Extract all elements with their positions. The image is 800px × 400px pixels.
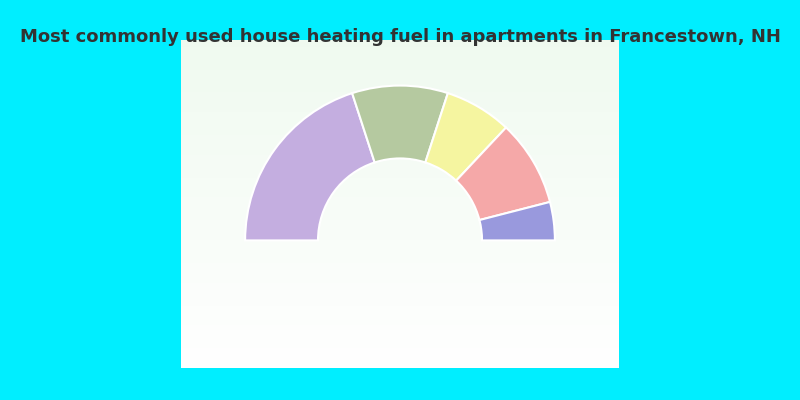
- Text: Most commonly used house heating fuel in apartments in Francestown, NH: Most commonly used house heating fuel in…: [19, 28, 781, 46]
- Wedge shape: [479, 202, 555, 240]
- Wedge shape: [456, 128, 550, 220]
- Wedge shape: [352, 86, 448, 162]
- Wedge shape: [245, 93, 374, 240]
- Wedge shape: [426, 93, 506, 181]
